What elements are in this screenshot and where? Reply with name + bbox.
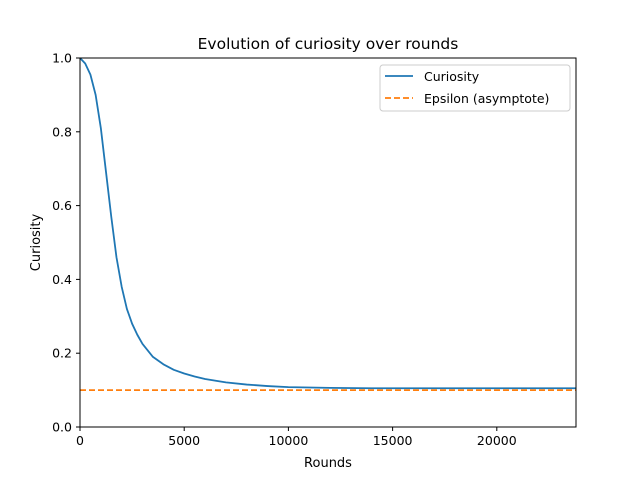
- y-tick-label: 0.0: [52, 420, 72, 435]
- y-tick-label: 0.8: [52, 124, 72, 139]
- y-tick-label: 1.0: [52, 51, 72, 66]
- legend-label-curiosity: Curiosity: [424, 69, 480, 84]
- legend-label-epsilon: Epsilon (asymptote): [424, 91, 549, 106]
- y-tick-label: 0.6: [52, 198, 72, 213]
- x-tick-label: 0: [76, 433, 84, 448]
- chart-title: Evolution of curiosity over rounds: [198, 35, 459, 53]
- y-axis-label: Curiosity: [29, 213, 44, 271]
- x-axis: 0 5000 10000 15000 20000: [76, 427, 517, 448]
- x-tick-label: 5000: [168, 433, 200, 448]
- x-tick-label: 15000: [373, 433, 413, 448]
- x-axis-label: Rounds: [304, 456, 352, 471]
- series-layer: [79, 57, 576, 392]
- plot-area-frame: [79, 57, 577, 428]
- series-line-curiosity: [79, 57, 576, 390]
- legend-frame: [379, 64, 571, 112]
- y-tick-label: 0.4: [52, 272, 72, 287]
- x-tick-label: 20000: [477, 433, 517, 448]
- legend: Curiosity Epsilon (asymptote): [379, 64, 571, 112]
- x-tick-label: 10000: [269, 433, 309, 448]
- y-axis: 0.0 0.2 0.4 0.6 0.8 1.0: [52, 51, 80, 435]
- y-tick-label: 0.2: [52, 346, 72, 361]
